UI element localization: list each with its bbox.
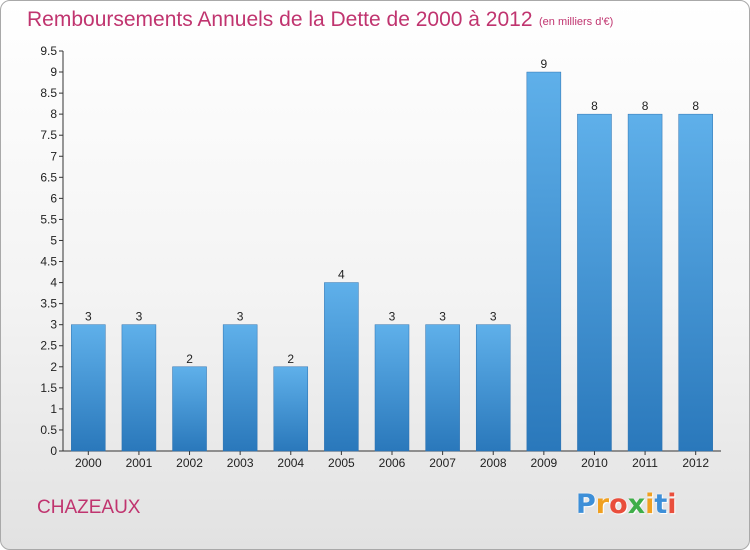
y-tick-label: 8.5 xyxy=(40,86,57,100)
x-tick-label-2003: 2003 xyxy=(227,456,254,470)
x-tick-label-2012: 2012 xyxy=(682,456,709,470)
commune-name: CHAZEAUX xyxy=(37,497,141,518)
x-tick-label-2004: 2004 xyxy=(277,456,304,470)
proxiti-logo[interactable]: Proxiti xyxy=(576,489,677,520)
logo-letter: i xyxy=(667,489,677,520)
data-label-2002: 2 xyxy=(186,352,193,366)
bar-2003 xyxy=(222,324,258,452)
bar-2004 xyxy=(273,366,309,452)
y-tick-label: 7 xyxy=(50,149,57,163)
logo-letter: t xyxy=(654,489,668,520)
y-tick-label: 1 xyxy=(50,402,57,416)
y-tick-label: 0.5 xyxy=(40,423,57,437)
data-label-2007: 3 xyxy=(439,310,446,324)
bar-2009 xyxy=(526,71,562,452)
logo-letter: r xyxy=(595,489,610,520)
data-label-2012: 8 xyxy=(692,99,699,113)
x-tick-label-2001: 2001 xyxy=(126,456,153,470)
y-tick-label: 4.5 xyxy=(40,255,57,269)
data-label-2006: 3 xyxy=(389,310,396,324)
x-tick-label-2011: 2011 xyxy=(632,456,658,470)
bar-2000 xyxy=(71,324,106,452)
data-label-2010: 8 xyxy=(591,99,598,113)
bar-2012 xyxy=(678,113,713,452)
x-tick-label-2000: 2000 xyxy=(75,456,102,470)
x-tick-label-2005: 2005 xyxy=(328,456,355,470)
logo-letter: x xyxy=(627,489,646,520)
x-tick-label-2002: 2002 xyxy=(176,456,203,470)
chart-title: Remboursements Annuels de la Dette de 20… xyxy=(27,8,533,31)
bar-2006 xyxy=(374,324,410,452)
logo-letter: i xyxy=(645,489,655,520)
y-tick-label: 9.5 xyxy=(40,44,57,58)
data-label-2011: 8 xyxy=(642,99,649,113)
x-tick-label-2008: 2008 xyxy=(480,456,507,470)
y-tick-label: 4 xyxy=(50,276,57,290)
data-label-2005: 4 xyxy=(338,268,345,282)
bar-2007 xyxy=(425,324,460,452)
data-label-2003: 3 xyxy=(237,310,244,324)
data-label-2009: 9 xyxy=(541,57,548,71)
y-tick-label: 8 xyxy=(50,107,57,121)
bar-2008 xyxy=(475,324,511,452)
logo-letter: P xyxy=(576,489,596,520)
data-label-2001: 3 xyxy=(136,310,143,324)
y-tick-label: 2 xyxy=(50,360,57,374)
y-tick-label: 6 xyxy=(50,191,57,205)
x-tick-label-2009: 2009 xyxy=(530,456,557,470)
y-tick-label: 9 xyxy=(50,65,57,79)
logo-letter: o xyxy=(609,489,628,520)
x-tick-label-2010: 2010 xyxy=(581,456,608,470)
bar-2002 xyxy=(172,366,207,452)
data-label-2008: 3 xyxy=(490,310,497,324)
y-tick-label: 0 xyxy=(50,444,57,458)
x-tick-label-2007: 2007 xyxy=(429,456,456,470)
y-tick-label: 2.5 xyxy=(40,339,57,353)
bar-2010 xyxy=(577,113,612,452)
data-label-2000: 3 xyxy=(85,310,92,324)
bar-2001 xyxy=(121,324,157,452)
bar-2005 xyxy=(324,282,359,452)
y-tick-label: 3.5 xyxy=(40,297,57,311)
bar-2011 xyxy=(627,113,663,452)
x-tick-label-2006: 2006 xyxy=(379,456,406,470)
data-label-2004: 2 xyxy=(287,352,294,366)
y-tick-label: 1.5 xyxy=(40,381,57,395)
y-tick-label: 5.5 xyxy=(40,212,57,226)
y-tick-label: 7.5 xyxy=(40,128,57,142)
y-tick-label: 6.5 xyxy=(40,170,57,184)
y-tick-label: 3 xyxy=(50,318,57,332)
y-tick-label: 5 xyxy=(50,233,57,247)
chart-unit: (en milliers d'€) xyxy=(539,16,614,28)
